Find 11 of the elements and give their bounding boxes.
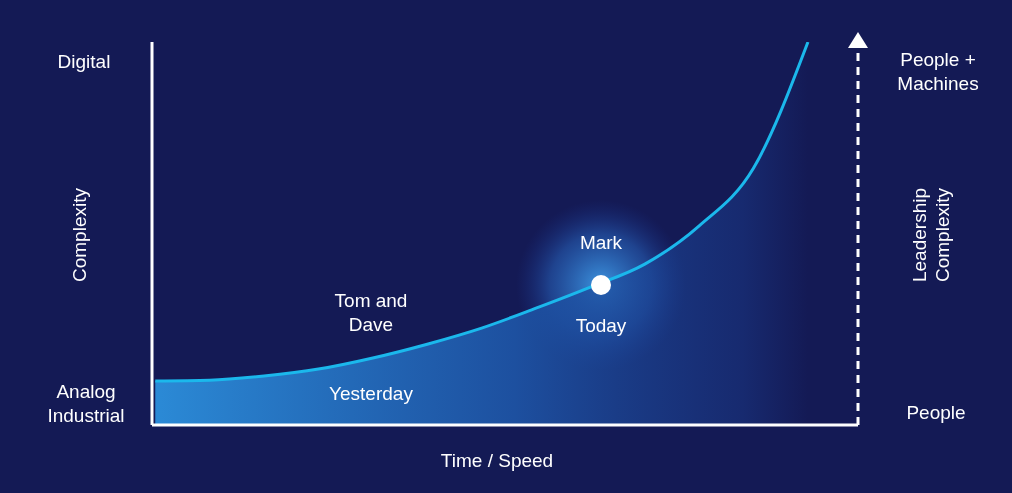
annotation: Today: [575, 315, 627, 336]
y2-axis-title: Leadership Complexity: [909, 187, 953, 283]
annotation: Yesterday: [329, 383, 413, 404]
text: People: [906, 402, 966, 423]
annotation: Mark: [579, 232, 623, 253]
text: Analog Industrial: [47, 381, 125, 426]
y-axis-title: Complexity: [69, 188, 90, 282]
x-axis-title: Time / Speed: [440, 450, 554, 471]
text: Digital: [57, 51, 111, 72]
annotation: Tom and Dave: [334, 290, 408, 335]
text: People + Machines: [897, 49, 979, 94]
